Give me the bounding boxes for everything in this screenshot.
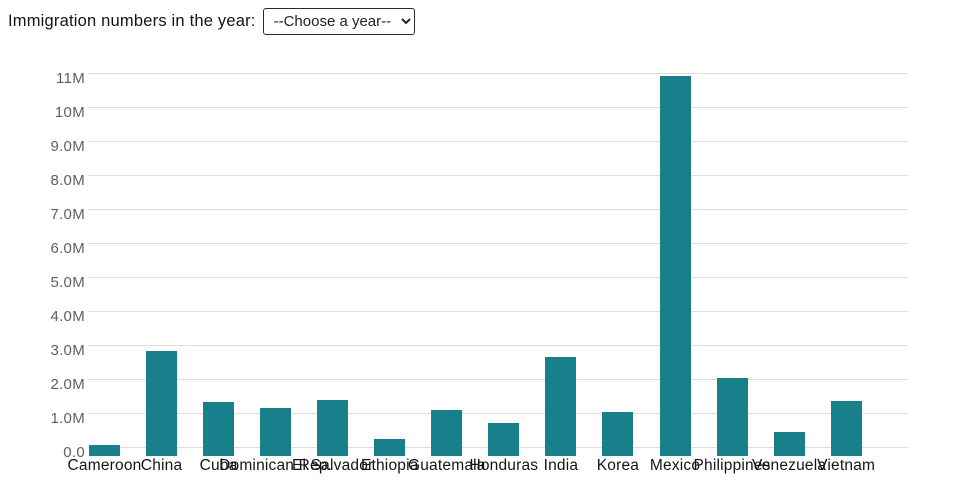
x-tick-label-ethiopia: Ethiopia	[360, 457, 419, 474]
x-tick-label-korea: Korea	[596, 457, 640, 474]
x-tick-label-mexico: Mexico	[649, 457, 701, 474]
y-tick-label-0.0: 0.0	[63, 443, 85, 461]
gridline-9.0m	[88, 141, 908, 142]
y-tick-label-3.0m: 3.0M	[50, 341, 85, 359]
year-select[interactable]: --Choose a year--	[262, 8, 415, 35]
bar-ethiopia	[374, 438, 406, 456]
bar-el-salvador	[317, 400, 349, 456]
bar-india	[545, 357, 577, 456]
bar-cuba	[203, 402, 235, 456]
bar-philippines	[716, 378, 748, 456]
gridline-2.0m	[88, 379, 908, 380]
bar-mexico	[659, 75, 691, 456]
bar-korea	[602, 412, 634, 456]
gridline-1.0m	[88, 413, 908, 414]
x-tick-label-venezuela: Venezuela	[751, 457, 827, 474]
bar-vietnam	[830, 401, 862, 456]
x-tick-label-india: India	[543, 457, 579, 474]
bar-guatemala	[431, 410, 463, 456]
bar-venezuela	[773, 432, 805, 456]
bar-dominican-rep	[260, 408, 292, 456]
y-tick-label-1.0m: 1.0M	[50, 409, 85, 427]
gridline-3.0m	[88, 345, 908, 346]
gridline-4.0m	[88, 311, 908, 312]
gridline-11m	[88, 73, 908, 74]
x-tick-label-cameroon: Cameroon	[67, 457, 142, 474]
y-tick-label-2.0m: 2.0M	[50, 375, 85, 393]
y-tick-label-7.0m: 7.0M	[50, 205, 85, 223]
y-tick-label-6.0m: 6.0M	[50, 239, 85, 257]
x-tick-label-dominican-rep: Dominican Rep.	[219, 457, 333, 474]
x-tick-label-honduras: Honduras	[469, 457, 539, 474]
gridline-6.0m	[88, 243, 908, 244]
page-title: Immigration numbers in the year:	[8, 12, 256, 30]
y-tick-label-4.0m: 4.0M	[50, 307, 85, 325]
gridline-5.0m	[88, 277, 908, 278]
bar-cameroon	[89, 444, 120, 456]
x-tick-label-vietnam: Vietnam	[817, 457, 876, 474]
y-tick-label-9.0m: 9.0M	[50, 137, 85, 155]
chart-header: Immigration numbers in the year: --Choos…	[8, 8, 415, 35]
y-tick-label-10m: 10M	[54, 103, 85, 121]
y-tick-label-5.0m: 5.0M	[50, 273, 85, 291]
x-tick-label-cuba: Cuba	[199, 457, 238, 474]
x-tick-label-el-salvador: El Salvador	[291, 457, 374, 474]
gridline-8.0m	[88, 175, 908, 176]
x-tick-label-china: China	[140, 457, 183, 474]
bar-honduras	[488, 423, 520, 456]
gridline-7.0m	[88, 209, 908, 210]
bar-china	[146, 350, 178, 456]
gridline-10m	[88, 107, 908, 108]
x-tick-label-philippines: Philippines	[693, 457, 771, 474]
x-tick-label-guatemala: Guatemala	[407, 457, 486, 474]
y-tick-label-8.0m: 8.0M	[50, 171, 85, 189]
y-tick-label-11m: 11M	[56, 69, 85, 87]
